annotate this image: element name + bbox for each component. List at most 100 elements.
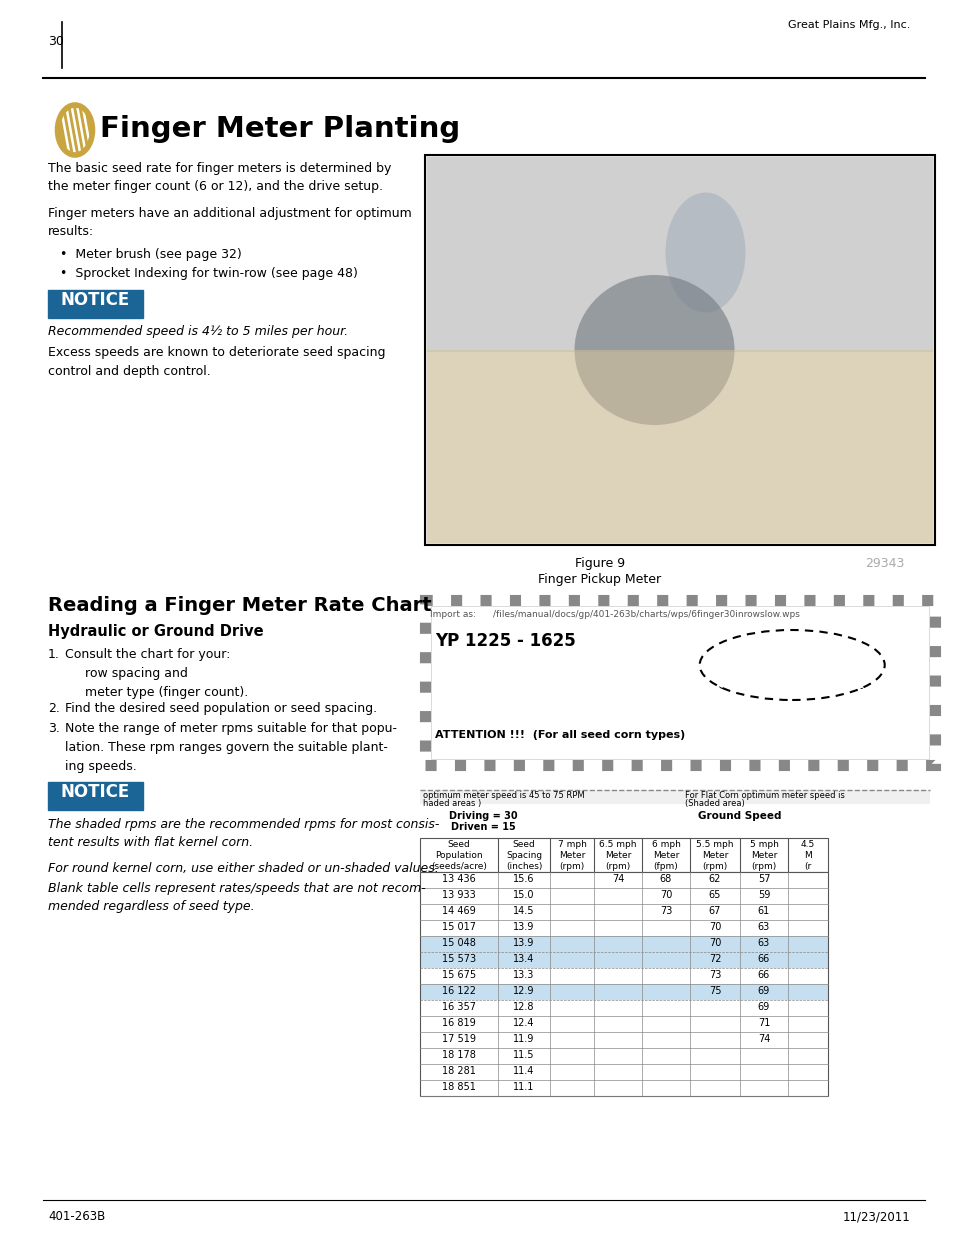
Text: •  Meter brush (see page 32): • Meter brush (see page 32)	[60, 248, 241, 261]
Ellipse shape	[57, 105, 92, 156]
Text: 2.: 2.	[48, 701, 60, 715]
Text: Driving = 30: Driving = 30	[448, 811, 517, 821]
Text: Driven = 15: Driven = 15	[450, 823, 515, 832]
Text: 70: 70	[708, 939, 720, 948]
Text: ATTENTION !!!  (For all seed corn types): ATTENTION !!! (For all seed corn types)	[435, 730, 684, 740]
Bar	[419, 952, 827, 968]
Text: The basic seed rate for finger meters is determined by
the meter finger count (6: The basic seed rate for finger meters is…	[48, 162, 391, 193]
Text: 3.: 3.	[48, 722, 60, 735]
Text: 5.5 mph
Meter
(rpm): 5.5 mph Meter (rpm)	[696, 840, 733, 871]
Text: Seed
Spacing
(inches): Seed Spacing (inches)	[505, 840, 541, 871]
Bar	[419, 872, 827, 888]
Text: Finger Pickup Meter: Finger Pickup Meter	[537, 573, 660, 585]
Text: 68: 68	[659, 874, 672, 884]
Bar	[424, 156, 934, 545]
Text: 13 436: 13 436	[441, 874, 476, 884]
Text: 61: 61	[757, 906, 769, 916]
Text: 66: 66	[757, 953, 769, 965]
Text: Seed
Population
(seeds/acre): Seed Population (seeds/acre)	[431, 840, 486, 871]
Text: 1.: 1.	[48, 648, 60, 661]
Text: 57: 57	[757, 874, 769, 884]
Text: 15.6: 15.6	[513, 874, 535, 884]
Text: 62: 62	[708, 874, 720, 884]
Text: optimum meter speed is 45 to 75 RPM: optimum meter speed is 45 to 75 RPM	[422, 790, 584, 800]
Bar	[48, 290, 143, 317]
Text: Finger meters have an additional adjustment for optimum
results:: Finger meters have an additional adjustm…	[48, 207, 412, 238]
Text: 65: 65	[708, 890, 720, 900]
Bar	[419, 984, 827, 1000]
Bar	[419, 1032, 827, 1049]
Text: 12.9: 12.9	[513, 986, 535, 995]
Text: 401-263B: 401-263B	[48, 1210, 105, 1223]
Text: 13.4: 13.4	[513, 953, 534, 965]
Bar	[419, 904, 827, 920]
Text: 70: 70	[659, 890, 672, 900]
Text: 69: 69	[757, 1002, 769, 1011]
Text: 11.1: 11.1	[513, 1082, 534, 1092]
Text: Consult the chart for your:
     row spacing and
     meter type (finger count).: Consult the chart for your: row spacing …	[65, 648, 248, 699]
Text: 18 281: 18 281	[441, 1066, 476, 1076]
Text: Excess speeds are known to deteriorate seed spacing
control and depth control.: Excess speeds are known to deteriorate s…	[48, 346, 385, 378]
Bar	[431, 606, 928, 760]
Text: Note the range of meter rpms suitable for that popu-
lation. These rpm ranges go: Note the range of meter rpms suitable fo…	[65, 722, 396, 773]
Bar	[419, 810, 929, 836]
Ellipse shape	[699, 630, 883, 700]
Text: The shaded rpms are the recommended rpms for most consis-
tent results with flat: The shaded rpms are the recommended rpms…	[48, 818, 439, 848]
Bar	[419, 1049, 827, 1065]
Text: 69: 69	[757, 986, 769, 995]
Text: 30in Rows: 30in Rows	[740, 653, 843, 671]
Text: Hydraulic or Ground Drive: Hydraulic or Ground Drive	[48, 624, 263, 638]
Text: 14.5: 14.5	[513, 906, 535, 916]
Text: Reading a Finger Meter Rate Chart: Reading a Finger Meter Rate Chart	[48, 597, 431, 615]
Text: 67: 67	[708, 906, 720, 916]
Text: For round kernel corn, use either shaded or un-shaded values.: For round kernel corn, use either shaded…	[48, 862, 438, 876]
Text: 15 048: 15 048	[441, 939, 476, 948]
Text: 11.5: 11.5	[513, 1050, 535, 1060]
Text: 6.5 mph
Meter
(rpm): 6.5 mph Meter (rpm)	[598, 840, 636, 871]
Text: 6 mph
Meter
(fpm): 6 mph Meter (fpm)	[651, 840, 679, 871]
Text: Finger Meter Planting: Finger Meter Planting	[100, 115, 459, 143]
Text: 59: 59	[757, 890, 769, 900]
Bar	[419, 790, 929, 804]
Text: 17 519: 17 519	[441, 1034, 476, 1044]
Text: Blank table cells represent rates/speeds that are not recom-
mended regardless o: Blank table cells represent rates/speeds…	[48, 882, 425, 913]
Text: 74: 74	[611, 874, 623, 884]
Text: Recommended speed is 4½ to 5 miles per hour.: Recommended speed is 4½ to 5 miles per h…	[48, 325, 348, 338]
Text: 63: 63	[757, 923, 769, 932]
Text: 11.9: 11.9	[513, 1034, 534, 1044]
Text: For Flat Corn optimum meter speed is: For Flat Corn optimum meter speed is	[684, 790, 844, 800]
Text: 15 675: 15 675	[441, 969, 476, 981]
Text: 12.8: 12.8	[513, 1002, 535, 1011]
Text: 15 017: 15 017	[441, 923, 476, 932]
Bar	[427, 157, 932, 352]
Text: 6 Finger Meter: 6 Finger Meter	[717, 676, 866, 693]
Text: haded areas ): haded areas )	[422, 799, 480, 808]
Text: Figure 9: Figure 9	[575, 557, 624, 571]
Text: 16 819: 16 819	[441, 1018, 476, 1028]
Text: 72: 72	[708, 953, 720, 965]
Text: Ground Speed: Ground Speed	[698, 811, 781, 821]
Bar	[419, 872, 827, 1095]
Text: 14 469: 14 469	[441, 906, 476, 916]
Text: /files/manual/docs/gp/401-263b/charts/wps/6finger30inrowslow.wps: /files/manual/docs/gp/401-263b/charts/wp…	[493, 610, 799, 619]
Bar	[424, 600, 934, 764]
Text: 15 573: 15 573	[441, 953, 476, 965]
Text: 16 357: 16 357	[441, 1002, 476, 1011]
Text: (Shaded area): (Shaded area)	[684, 799, 744, 808]
Text: 11/23/2011: 11/23/2011	[841, 1210, 909, 1223]
Text: 5 mph
Meter
(rpm): 5 mph Meter (rpm)	[749, 840, 778, 871]
Text: 4.5
M
(r: 4.5 M (r	[800, 840, 814, 871]
Text: 66: 66	[757, 969, 769, 981]
Bar	[48, 782, 143, 810]
Text: 18 851: 18 851	[441, 1082, 476, 1092]
Text: •  Sprocket Indexing for twin-row (see page 48): • Sprocket Indexing for twin-row (see pa…	[60, 267, 357, 280]
Text: 13 933: 13 933	[441, 890, 476, 900]
Bar	[419, 1065, 827, 1079]
Text: Import as:: Import as:	[430, 610, 476, 619]
Text: 13.9: 13.9	[513, 939, 534, 948]
Text: NOTICE: NOTICE	[60, 291, 130, 309]
Text: 11.4: 11.4	[513, 1066, 534, 1076]
Text: 13.3: 13.3	[513, 969, 534, 981]
Bar	[419, 1016, 827, 1032]
Text: YP 1225 - 1625: YP 1225 - 1625	[435, 632, 576, 650]
